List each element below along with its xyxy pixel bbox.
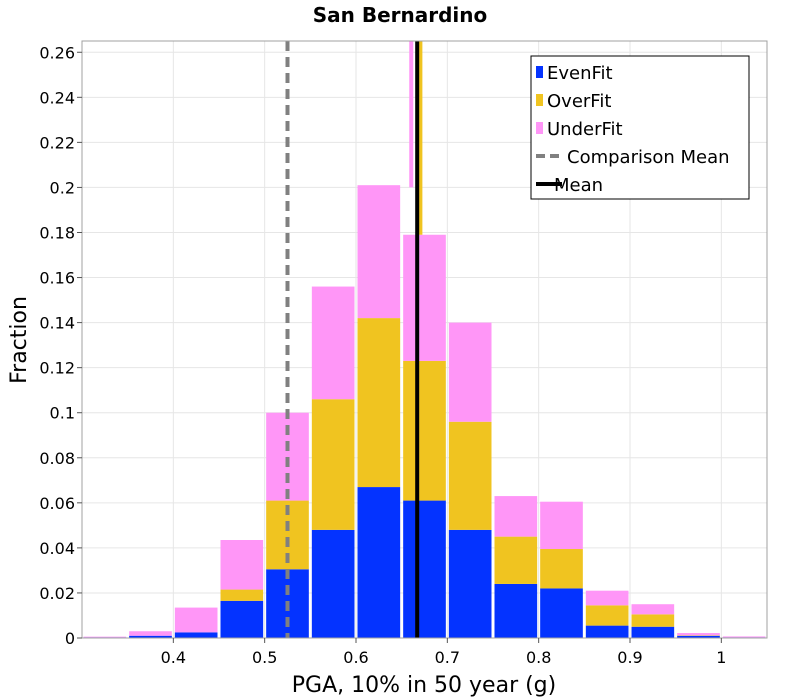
bar-evenfit [631, 626, 675, 638]
y-axis-title: Fraction [7, 296, 32, 384]
y-tick-label: 0.1 [50, 404, 75, 423]
x-tick-label: 0.5 [252, 648, 277, 667]
bar-evenfit [494, 583, 538, 638]
y-tick-label: 0.08 [39, 449, 75, 468]
bar-overfit [540, 549, 583, 589]
x-tick-label: 0.8 [526, 648, 551, 667]
bar-underfit [83, 636, 127, 638]
y-tick-label: 0.04 [39, 539, 75, 558]
legend-label: EvenFit [547, 63, 613, 84]
legend-swatch [536, 94, 543, 106]
bar-underfit [631, 604, 675, 615]
legend-label: OverFit [547, 91, 611, 112]
bar-evenfit [585, 625, 629, 638]
legend-label: UnderFit [547, 119, 623, 140]
x-axis-title: PGA, 10% in 50 year (g) [292, 673, 556, 698]
bar-underfit [448, 322, 492, 422]
y-tick-label: 0.12 [39, 359, 75, 378]
bar-evenfit [403, 500, 446, 638]
bar-underfit [585, 590, 629, 606]
bar-overfit [494, 536, 538, 584]
bar-evenfit [677, 635, 720, 638]
bar-underfit [722, 636, 766, 638]
bar-evenfit [448, 529, 492, 638]
bar-evenfit [174, 632, 218, 638]
legend-label: Comparison Mean [567, 147, 730, 168]
x-tick-label: 0.4 [161, 648, 186, 667]
stacked-bars [83, 185, 766, 638]
bar-overfit [403, 360, 446, 501]
legend: EvenFit OverFit UnderFit Comparison Mean Mea… [530, 55, 750, 200]
y-tick-label: 0.14 [39, 314, 75, 333]
y-tick-label: 0.2 [50, 178, 75, 197]
bar-overfit [677, 635, 720, 636]
legend-box [530, 55, 750, 200]
bar-evenfit [540, 588, 583, 638]
bar-overfit [357, 318, 401, 488]
bar-underfit [174, 607, 218, 633]
bar-underfit [129, 631, 172, 636]
x-axis-ticks: 0.4 0.5 0.6 0.7 0.8 0.9 1 [161, 638, 726, 667]
x-tick-label: 1 [716, 648, 726, 667]
bar-evenfit [311, 529, 355, 638]
y-tick-label: 0.24 [39, 88, 75, 107]
x-tick-label: 0.6 [343, 648, 368, 667]
reference-lines [285, 41, 423, 638]
legend-swatch [536, 122, 543, 134]
bar-underfit [494, 496, 538, 537]
legend-label: Mean [554, 175, 603, 196]
y-tick-label: 0.18 [39, 223, 75, 242]
bar-underfit [677, 633, 720, 636]
bar-underfit [357, 185, 401, 319]
x-tick-label: 0.9 [617, 648, 642, 667]
bar-evenfit [220, 600, 264, 638]
bar-underfit [311, 286, 355, 400]
bar-underfit [220, 540, 264, 590]
bar-evenfit [357, 487, 401, 638]
bar-overfit [585, 605, 629, 626]
y-axis-ticks: 0 0.02 0.04 0.06 0.08 0.1 0.12 0.14 0.16 0.18 0.2 0… [39, 43, 82, 648]
bar-underfit [540, 501, 583, 550]
chart-title: San Bernardino [313, 3, 488, 27]
bar-underfit [403, 234, 446, 361]
plot-area-frame [81, 40, 768, 639]
y-tick-label: 0.16 [39, 269, 75, 288]
y-tick-label: 0.06 [39, 494, 75, 513]
bar-overfit [311, 399, 355, 530]
y-tick-label: 0.02 [39, 584, 75, 603]
bar-overfit [220, 589, 264, 601]
y-tick-label: 0 [65, 629, 75, 648]
y-tick-label: 0.26 [39, 43, 75, 62]
y-tick-label: 0.22 [39, 133, 75, 152]
bar-evenfit [129, 635, 172, 638]
x-tick-label: 0.7 [435, 648, 460, 667]
bar-overfit [631, 614, 675, 627]
legend-swatch [536, 66, 543, 78]
bar-overfit [448, 421, 492, 530]
